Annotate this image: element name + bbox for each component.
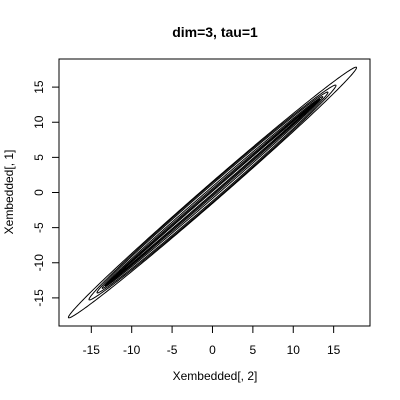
x-tick-label: 5 <box>250 343 257 357</box>
x-tick-label: 15 <box>327 343 341 357</box>
attractor-curves <box>68 67 356 318</box>
y-tick-label: 15 <box>32 80 46 94</box>
x-tick-label: -10 <box>123 343 141 357</box>
y-tick-label: 10 <box>32 115 46 129</box>
series-line-5 <box>105 99 320 286</box>
y-axis-label: Xembedded[, 1] <box>2 150 16 235</box>
chart-title: dim=3, tau=1 <box>172 24 258 40</box>
x-tick-label: -5 <box>167 343 178 357</box>
x-tick-label: 0 <box>209 343 216 357</box>
x-tick-label: -15 <box>83 343 101 357</box>
x-axis-label: Xembedded[, 2] <box>173 369 258 383</box>
series-line-6 <box>107 101 317 284</box>
y-axis: -15 -10 -5 0 5 10 15 <box>32 80 59 306</box>
series-line-7 <box>110 103 316 282</box>
x-axis: -15 -10 -5 0 5 10 15 <box>83 326 341 357</box>
y-tick-label: -15 <box>32 289 46 307</box>
y-tick-label: 0 <box>32 189 46 196</box>
y-tick-label: -5 <box>32 222 46 233</box>
series-line-3 <box>97 92 328 293</box>
series-line-4 <box>102 97 323 289</box>
x-tick-label: 10 <box>287 343 301 357</box>
y-tick-label: -10 <box>32 254 46 272</box>
y-tick-label: 5 <box>32 154 46 161</box>
